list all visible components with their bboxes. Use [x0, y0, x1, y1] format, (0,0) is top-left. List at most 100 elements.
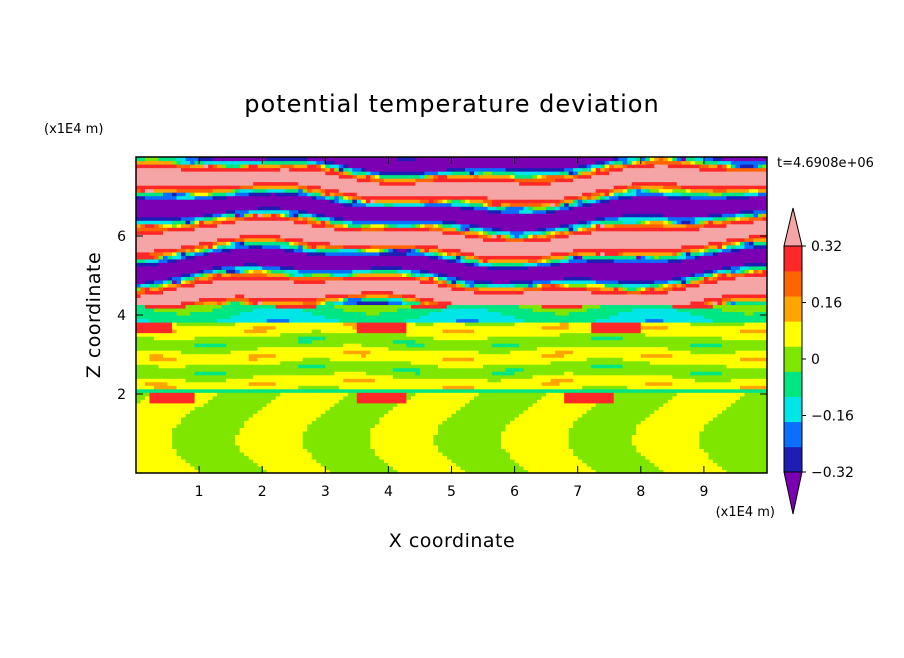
field-cell	[289, 423, 295, 428]
field-cell	[361, 444, 367, 450]
field-cell	[199, 434, 205, 439]
field-cell	[325, 339, 331, 344]
field-cell	[347, 272, 353, 277]
field-cell	[158, 209, 164, 214]
field-cell	[374, 185, 380, 190]
field-cell	[343, 248, 349, 253]
field-cell	[230, 188, 236, 193]
field-cell	[275, 178, 281, 183]
field-cell	[343, 171, 349, 176]
field-cell	[226, 416, 232, 421]
field-cell	[293, 164, 299, 169]
field-cell	[293, 357, 299, 362]
field-cell	[163, 248, 169, 253]
field-cell	[235, 269, 241, 274]
field-cell	[145, 434, 151, 439]
field-cell	[334, 269, 340, 274]
field-cell	[280, 315, 286, 320]
field-cell	[271, 279, 277, 284]
field-cell	[320, 430, 326, 435]
field-cell	[190, 374, 196, 379]
field-cell	[163, 374, 169, 379]
field-cell	[302, 441, 308, 446]
field-cell	[181, 444, 187, 450]
field-cell	[149, 413, 155, 418]
field-cell	[248, 293, 254, 299]
field-cell	[298, 195, 304, 200]
field-cell	[356, 167, 362, 172]
field-cell	[347, 378, 353, 383]
field-cell	[230, 269, 236, 274]
field-cell	[257, 244, 263, 249]
field-cell	[239, 237, 245, 242]
field-cell	[334, 315, 340, 320]
field-cell	[194, 448, 200, 453]
field-cell	[158, 220, 164, 225]
field-cell	[320, 272, 326, 277]
field-cell	[136, 286, 142, 292]
field-cell	[185, 230, 191, 235]
field-cell	[230, 381, 236, 386]
field-cell	[302, 192, 308, 197]
field-cell	[271, 234, 277, 239]
field-cell	[262, 276, 268, 281]
field-cell	[316, 423, 322, 428]
field-cell	[311, 269, 317, 274]
field-cell	[271, 444, 277, 450]
field-cell	[217, 202, 223, 207]
field-cell	[311, 304, 317, 309]
field-cell	[343, 322, 349, 327]
field-cell	[235, 430, 241, 435]
field-cell	[361, 416, 367, 421]
field-cell	[302, 336, 308, 341]
field-cell	[221, 178, 227, 183]
field-cell	[253, 318, 259, 323]
field-cell	[311, 164, 317, 169]
field-cell	[311, 322, 317, 327]
field-cell	[212, 381, 218, 386]
field-cell	[226, 388, 232, 393]
field-cell	[158, 258, 164, 263]
field-cell	[298, 223, 304, 228]
field-cell	[172, 339, 178, 344]
field-cell	[275, 244, 281, 249]
field-cell	[275, 360, 281, 365]
field-cell	[347, 290, 353, 295]
field-cell	[271, 174, 277, 179]
field-cell	[311, 364, 317, 369]
field-cell	[226, 336, 232, 341]
field-cell	[217, 220, 223, 225]
field-cell	[154, 329, 160, 334]
field-cell	[248, 392, 254, 397]
field-cell	[253, 364, 259, 369]
field-cell	[163, 202, 169, 207]
field-cell	[257, 367, 263, 372]
field-cell	[343, 315, 349, 320]
field-cell	[329, 213, 335, 218]
field-cell	[311, 237, 317, 242]
field-cell	[136, 216, 142, 221]
field-cell	[334, 339, 340, 344]
field-cell	[302, 388, 308, 393]
field-cell	[379, 444, 385, 450]
field-cell	[320, 192, 326, 197]
field-cell	[244, 185, 250, 190]
field-cell	[262, 381, 268, 386]
field-cell	[235, 465, 241, 471]
field-cell	[248, 336, 254, 341]
field-cell	[230, 462, 236, 467]
field-cell	[280, 395, 286, 400]
field-cell	[329, 209, 335, 214]
field-cell	[338, 251, 344, 256]
field-cell	[365, 339, 371, 344]
field-cell	[244, 244, 250, 249]
field-cell	[262, 336, 268, 341]
field-cell	[365, 329, 371, 334]
field-cell	[235, 279, 241, 284]
field-cell	[239, 402, 245, 407]
field-cell	[284, 199, 290, 204]
field-cell	[266, 272, 272, 277]
field-cell	[370, 350, 376, 355]
field-cell	[379, 458, 385, 464]
field-cell	[253, 206, 259, 211]
